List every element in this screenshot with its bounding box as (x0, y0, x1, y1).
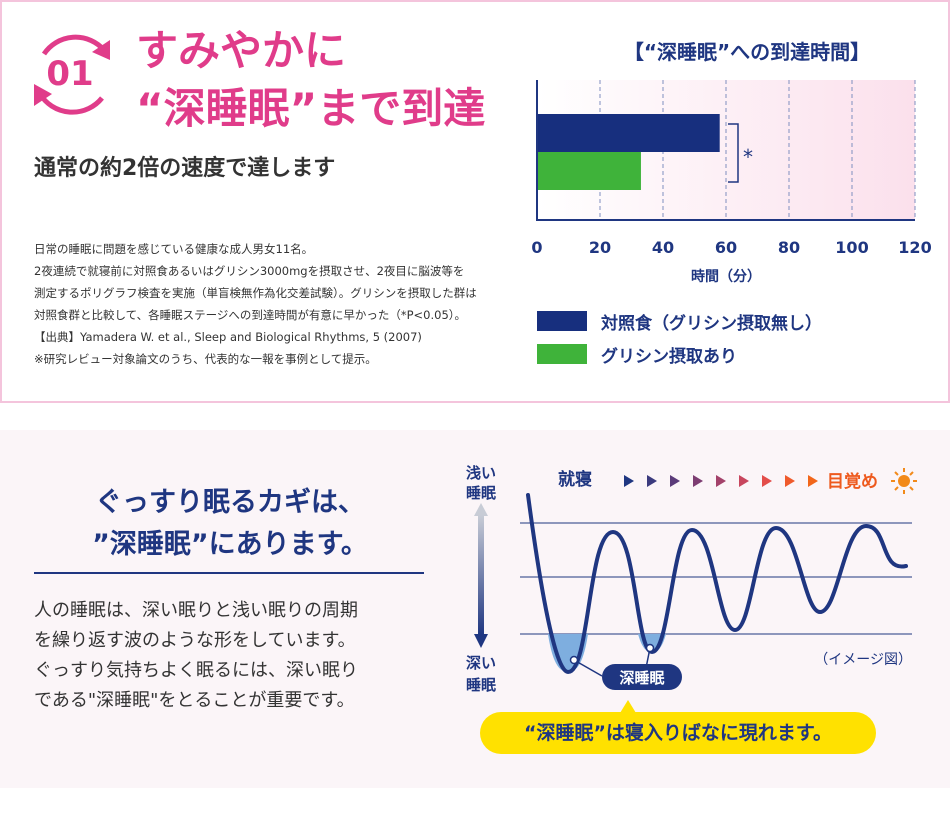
tag-connector-dot (569, 655, 579, 665)
crescent-moon-icon (535, 467, 545, 487)
progress-arrow-icon (785, 475, 795, 487)
progress-arrow-icon (693, 475, 703, 487)
shallow-sleep-label: 浅い (466, 464, 496, 482)
headline-line-1: すみやかに (136, 26, 347, 75)
progress-arrows (624, 475, 818, 487)
image-note: （イメージ図） (814, 652, 912, 668)
body-line: 人の睡眠は、深い眠りと浅い眠りの周期 (34, 600, 358, 621)
deep-sleep-label: 深い (466, 654, 496, 672)
legend-swatch-glycine (537, 344, 587, 364)
sun-icon (891, 468, 917, 494)
deep-sleep-tag (602, 664, 682, 690)
tag-connector (573, 659, 603, 677)
sleep-wave (526, 493, 908, 675)
shallow-sleep-label: 睡眠 (466, 484, 496, 502)
progress-arrow-icon (762, 475, 772, 487)
legend-label-control: 対照食（グリシン摂取無し） (601, 313, 822, 334)
lead-line-2: ”深睡眠”にあります。 (92, 529, 368, 560)
chart-title: 【“深睡眠”への到達時間】 (623, 40, 871, 64)
bar-control (537, 114, 720, 152)
progress-arrow-icon (624, 475, 634, 487)
note-line: 測定するポリグラフ検査を実施（単盲検無作為化交差試験）。グリシンを摂取した群は (34, 286, 477, 300)
tag-connector-dot (645, 643, 655, 653)
body-line: を繰り返す波のような形をしています。 (34, 630, 356, 651)
significance-bracket (728, 123, 739, 183)
bedtime-label: 就寝 (558, 469, 592, 490)
chart-legend: 対照食（グリシン摂取無し） グリシン摂取あり (537, 310, 822, 376)
note-line: 日常の睡眠に問題を感じている健康な成人男女11名。 (34, 242, 314, 256)
subheadline: 通常の約2倍の速度で達します (34, 156, 336, 181)
body-line: ぐっすり気持ちよく眠るには、深い眠り (34, 660, 358, 681)
callout-pointer (620, 700, 636, 713)
x-tick-label: 0 (531, 238, 542, 257)
x-axis-label: 時間（分） (691, 268, 761, 285)
sleep-cycle-diagram: 浅い 睡眠 深い 睡眠 就寝 目覚め (466, 464, 917, 694)
note-line: 【出典】Yamadera W. et al., Sleep and Biolog… (34, 330, 422, 344)
legend-item-glycine: グリシン摂取あり (537, 343, 822, 367)
glycine-study-panel: 01 すみやかに “深睡眠”まで到達 通常の約2倍の速度で達します 日常の睡眠に… (0, 0, 950, 403)
deep-sleep-tag-label: 深睡眠 (619, 669, 664, 687)
x-tick-label: 40 (652, 238, 674, 257)
progress-arrow-icon (808, 475, 818, 487)
note-line: 対照食群と比較して、各睡眠ステージへの到達時間が有意に早かった（*P<0.05）… (34, 308, 467, 322)
progress-arrow-icon (739, 475, 749, 487)
study-notes: 日常の睡眠に問題を感じている健康な成人男女11名。 2夜連続で就寝前に対照食ある… (34, 238, 514, 370)
divider (34, 572, 424, 574)
progress-arrow-icon (647, 475, 657, 487)
x-tick-label: 60 (715, 238, 737, 257)
deep-sleep-callout: “深睡眠”は寝入りばなに現れます。 (480, 712, 876, 754)
x-tick-label: 80 (778, 238, 800, 257)
cycle-arrows-icon (34, 34, 110, 115)
number-badge: 01 (24, 24, 124, 124)
x-tick-label: 120 (898, 238, 931, 257)
deep-sleep-label: 睡眠 (466, 676, 496, 694)
note-line: ※研究レビュー対象論文のうち、代表的な一報を事例として提示。 (34, 352, 377, 366)
x-tick-label: 20 (589, 238, 611, 257)
badge-number: 01 (46, 54, 94, 94)
body-text: 人の睡眠は、深い眠りと浅い眠りの周期 を繰り返す波のような形をしています。 ぐっ… (34, 596, 444, 716)
body-line: である"深睡眠"をとることが重要です。 (34, 690, 355, 711)
note-line: 2夜連続で就寝前に対照食あるいはグリシン3000mgを摂取させ、2夜目に脳波等を (34, 264, 465, 278)
lead-line-1: ぐっすり眠るカギは、 (95, 487, 365, 518)
legend-item-control: 対照食（グリシン摂取無し） (537, 310, 822, 334)
significance-marker: * (743, 145, 753, 169)
headline-line-2: “深睡眠”まで到達 (136, 84, 486, 133)
legend-swatch-control (537, 311, 587, 331)
bar-chart: * 0 20 40 60 80 100 120 時間（分） (531, 80, 932, 285)
legend-label-glycine: グリシン摂取あり (601, 346, 737, 367)
deep-sleep-panel: ぐっすり眠るカギは、 ”深睡眠”にあります。 人の睡眠は、深い眠りと浅い眠りの周… (0, 430, 950, 788)
bar-glycine (537, 152, 641, 190)
x-tick-label: 100 (835, 238, 868, 257)
progress-arrow-icon (670, 475, 680, 487)
progress-arrow-icon (716, 475, 726, 487)
depth-arrow-icon (474, 503, 488, 648)
wake-label: 目覚め (827, 471, 878, 492)
